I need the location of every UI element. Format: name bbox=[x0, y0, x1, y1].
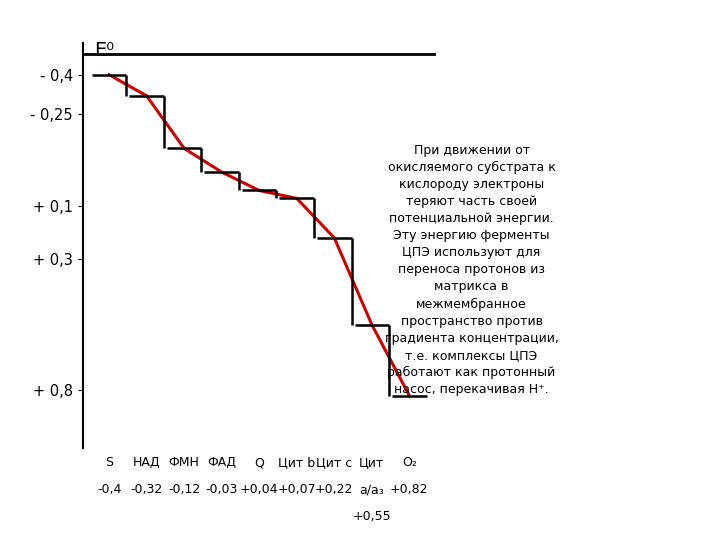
Text: +0,04: +0,04 bbox=[240, 483, 279, 496]
Text: Q: Q bbox=[254, 456, 264, 469]
Text: -0,12: -0,12 bbox=[168, 483, 200, 496]
Text: +0,55: +0,55 bbox=[353, 510, 391, 523]
Text: +0,07: +0,07 bbox=[277, 483, 316, 496]
Text: Цит c: Цит c bbox=[316, 456, 352, 469]
Text: Цит: Цит bbox=[359, 456, 384, 469]
Text: -0,03: -0,03 bbox=[205, 483, 238, 496]
Text: При движении от
окисляемого субстрата к
кислороду электроны
теряют часть своей
п: При движении от окисляемого субстрата к … bbox=[384, 144, 559, 396]
Text: O₂: O₂ bbox=[402, 456, 417, 469]
Text: ФАД: ФАД bbox=[207, 456, 236, 469]
Text: +0,82: +0,82 bbox=[390, 483, 428, 496]
Text: ФМН: ФМН bbox=[168, 456, 199, 469]
Text: НАД: НАД bbox=[132, 456, 161, 469]
Text: +0,22: +0,22 bbox=[315, 483, 354, 496]
Text: E⁰: E⁰ bbox=[94, 40, 114, 59]
Text: Цит b: Цит b bbox=[278, 456, 315, 469]
Text: -0,4: -0,4 bbox=[97, 483, 121, 496]
Text: S: S bbox=[105, 456, 113, 469]
Text: -0,32: -0,32 bbox=[130, 483, 163, 496]
Text: a/a₃: a/a₃ bbox=[359, 483, 384, 496]
